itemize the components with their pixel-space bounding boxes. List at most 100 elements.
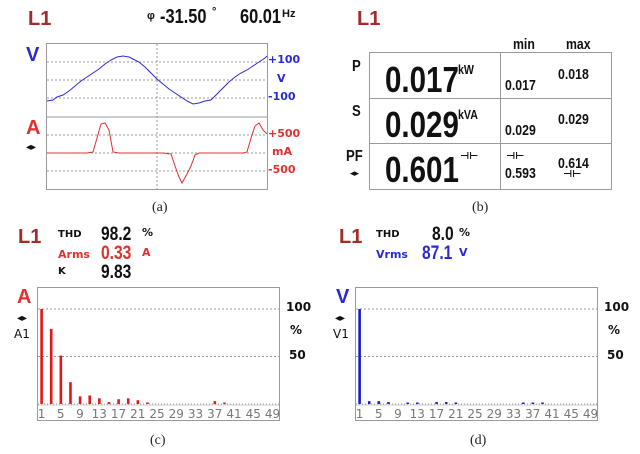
voltage-channel-label: V <box>26 44 40 66</box>
degree-unit: ° <box>212 6 217 18</box>
channel-sub-label: A1 <box>14 327 30 341</box>
caption-b: (b) <box>472 200 489 215</box>
thd-value: 98.2 <box>101 224 132 245</box>
rms-label: Arms <box>58 248 90 261</box>
y-axis-top-label: 100 <box>604 300 630 314</box>
svg-text:25: 25 <box>467 407 482 420</box>
s-unit: kVA <box>458 107 478 122</box>
svg-text:41: 41 <box>226 407 241 420</box>
max-header: max <box>566 36 591 53</box>
bar-plot: 1 5 9 13 17 21 25 29 33 37 41 45 49 <box>356 308 597 420</box>
channel-sub-label: V1 <box>333 327 349 341</box>
s-value: 0.029 <box>385 104 459 145</box>
harmonics-chart: 1 5 9 13 17 21 25 29 33 37 41 45 49 <box>355 287 598 421</box>
k-factor-value: 9.83 <box>101 262 132 283</box>
y-axis-mid-label: 50 <box>289 348 306 362</box>
p-max: 0.018 <box>558 66 589 83</box>
harmonics-chart: 1 5 9 13 17 21 25 29 33 37 41 45 49 <box>37 287 280 421</box>
p-unit: kW <box>458 62 474 77</box>
svg-text:17: 17 <box>111 407 126 420</box>
svg-text:5: 5 <box>375 407 383 420</box>
caption-d: (d) <box>470 433 487 448</box>
svg-text:1: 1 <box>38 407 45 420</box>
bar-plot: 1 5 9 13 17 21 25 29 33 37 41 45 49 <box>38 308 279 420</box>
svg-text:45: 45 <box>246 407 261 420</box>
current-channel-label: A <box>26 117 41 139</box>
caption-a: (a) <box>152 200 168 215</box>
svg-text:49: 49 <box>583 407 597 420</box>
svg-text:29: 29 <box>487 407 502 420</box>
svg-text:9: 9 <box>394 407 402 420</box>
k-label: K <box>58 266 66 277</box>
svg-text:13: 13 <box>410 407 425 420</box>
thd-unit: % <box>142 226 154 239</box>
power-table: 0.017 kW 0.017 0.018 0.029 kVA 0.029 0.0… <box>369 52 612 190</box>
row-label-p: P <box>352 58 361 75</box>
svg-text:37: 37 <box>525 407 540 420</box>
svg-text:9: 9 <box>76 407 84 420</box>
current-scale-bottom: -500 <box>268 163 296 176</box>
svg-text:45: 45 <box>564 407 579 420</box>
svg-text:29: 29 <box>169 407 184 420</box>
scroll-arrows-icon[interactable]: ◂▸ <box>26 142 37 153</box>
svg-text:37: 37 <box>207 407 222 420</box>
thd-label: THD <box>376 229 400 240</box>
scroll-arrows-icon[interactable]: ◂▸ <box>350 168 360 178</box>
voltage-scale-bottom: -100 <box>268 90 296 103</box>
phase-label: L1 <box>357 8 381 30</box>
voltage-scale-unit: V <box>277 72 286 85</box>
rms-label: Vrms <box>376 248 408 261</box>
svg-text:21: 21 <box>448 407 463 420</box>
svg-text:21: 21 <box>130 407 145 420</box>
frequency-value: 60.01 <box>240 6 282 28</box>
current-scale-unit: mA <box>272 145 292 158</box>
svg-text:17: 17 <box>429 407 444 420</box>
thd-value: 8.0 <box>432 224 454 245</box>
frequency-unit: Hz <box>282 8 296 20</box>
y-axis-unit: % <box>608 323 621 337</box>
current-trace <box>47 122 267 185</box>
channel-label: V <box>336 286 350 308</box>
voltage-trace <box>47 55 267 105</box>
svg-text:49: 49 <box>265 407 279 420</box>
caption-c: (c) <box>150 433 166 448</box>
phase-label: L1 <box>18 226 42 248</box>
phi-icon: φ <box>147 10 155 22</box>
rms-value: 87.1 <box>422 243 453 264</box>
phase-label: L1 <box>339 226 363 248</box>
voltage-scale-top: +100 <box>268 53 301 66</box>
current-scale-top: +500 <box>268 127 301 140</box>
pf-value: 0.601 <box>385 149 459 190</box>
rms-unit: V <box>459 246 468 259</box>
pf-min: 0.593 <box>505 165 536 182</box>
svg-text:41: 41 <box>544 407 559 420</box>
row-label-pf: PF <box>346 148 363 165</box>
svg-text:5: 5 <box>57 407 65 420</box>
s-min: 0.029 <box>505 122 536 139</box>
thd-label: THD <box>58 229 82 240</box>
s-max: 0.029 <box>558 111 589 128</box>
y-axis-top-label: 100 <box>286 300 312 314</box>
waveform-plot <box>47 44 267 189</box>
scroll-arrows-icon[interactable]: ◂▸ <box>17 313 28 324</box>
y-axis-mid-label: 50 <box>607 348 624 362</box>
phase-label: L1 <box>28 8 52 30</box>
svg-text:1: 1 <box>356 407 363 420</box>
scroll-arrows-icon[interactable]: ◂▸ <box>335 313 346 324</box>
phase-angle-value: -31.50 <box>160 6 207 28</box>
row-label-s: S <box>352 103 361 120</box>
p-value: 0.017 <box>385 59 459 100</box>
thd-unit: % <box>459 226 471 239</box>
svg-text:25: 25 <box>149 407 164 420</box>
y-axis-unit: % <box>290 323 303 337</box>
svg-text:13: 13 <box>92 407 107 420</box>
svg-text:33: 33 <box>188 407 203 420</box>
waveform-display <box>46 43 268 190</box>
p-min: 0.017 <box>505 77 536 94</box>
capacitive-icon: ⊣⊢ <box>506 151 525 162</box>
rms-unit: A <box>142 246 151 259</box>
svg-text:33: 33 <box>506 407 521 420</box>
min-header: min <box>513 36 535 53</box>
channel-label: A <box>17 286 32 308</box>
capacitive-icon: ⊣⊢ <box>563 169 582 180</box>
